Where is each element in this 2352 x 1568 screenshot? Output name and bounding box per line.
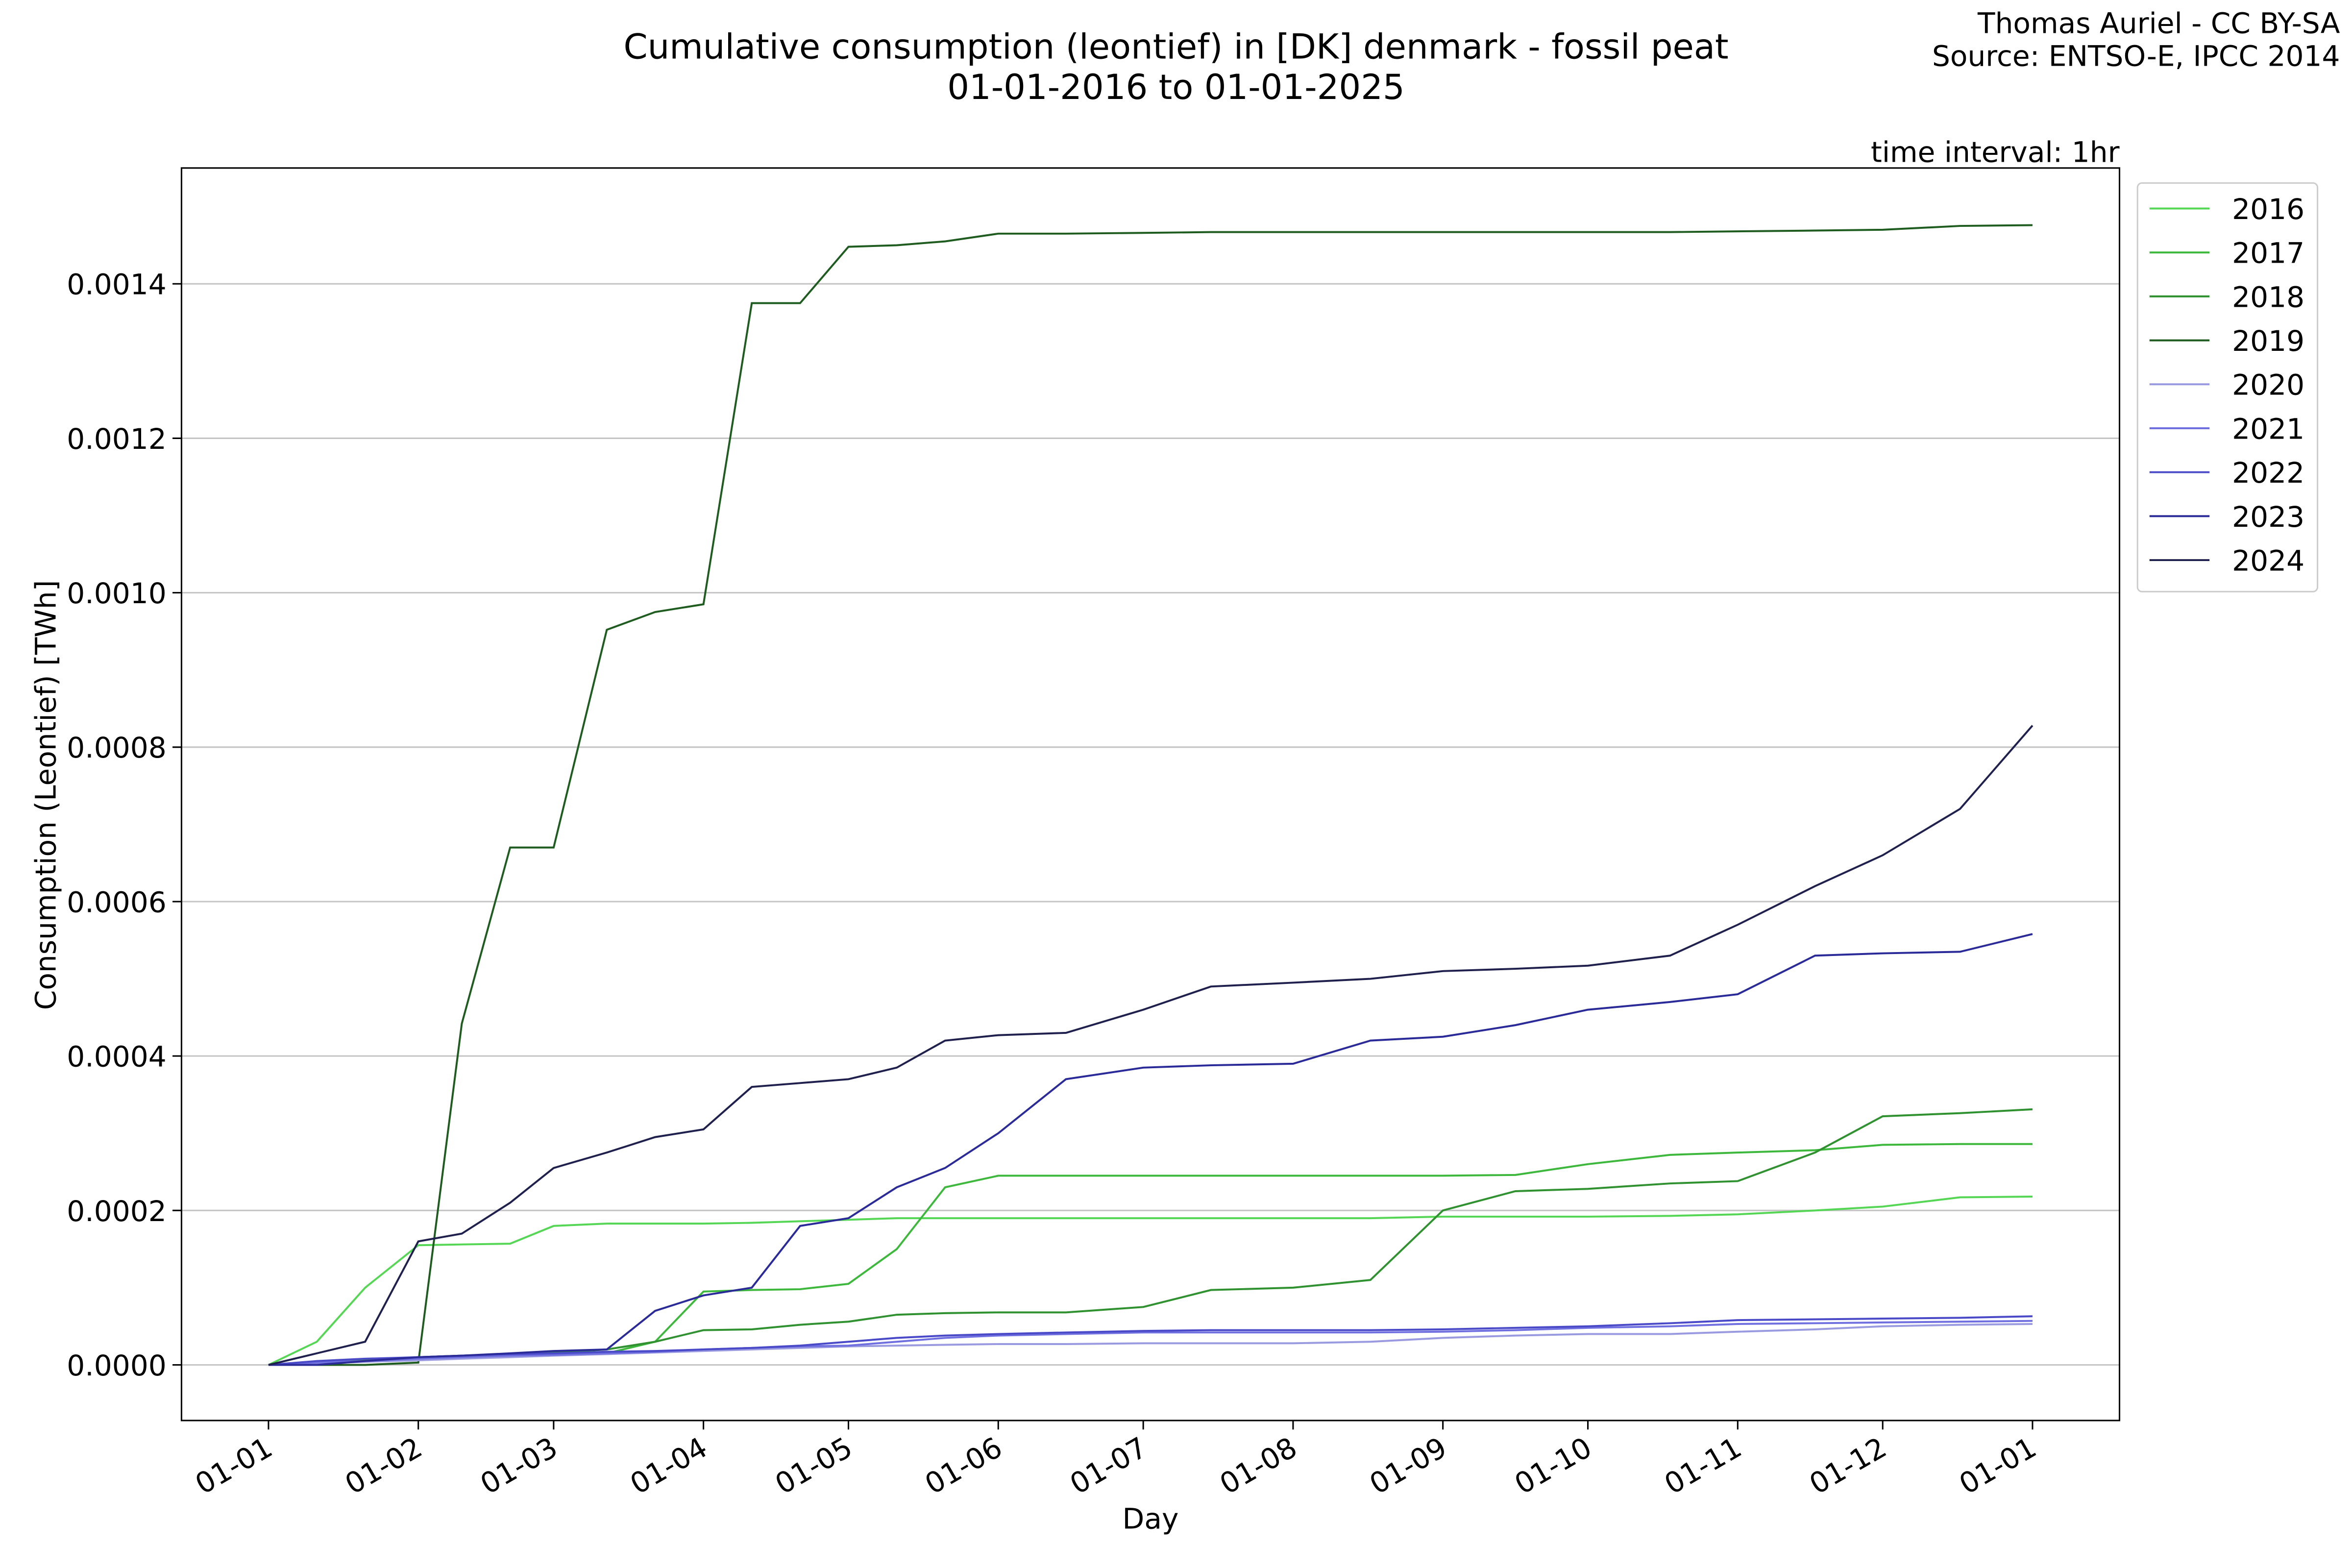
annotation: time interval: 1hr <box>1871 136 2120 169</box>
legend: 2016 2017 2018 2019 2020 2021 2022 2023 2024 <box>2136 182 2319 592</box>
legend-label: 2024 <box>2232 544 2304 577</box>
legend-label: 2020 <box>2232 368 2304 402</box>
chart-title: Cumulative consumption (leontief) in [DK… <box>623 26 1728 67</box>
y-tick-label: 0.0014 <box>67 268 166 301</box>
series-line <box>268 725 2034 1366</box>
credit: Thomas Auriel - CC BY-SA <box>1977 6 2340 40</box>
y-tick-label: 0.0010 <box>67 577 166 610</box>
y-tick-label: 0.0006 <box>67 885 166 919</box>
legend-label: 2017 <box>2232 237 2304 270</box>
legend-box <box>2136 182 2319 592</box>
y-tick-label: 0.0002 <box>67 1195 166 1228</box>
y-tick-label: 0.0008 <box>67 731 166 764</box>
y-tick-label: 0.0000 <box>67 1349 166 1382</box>
axes-frame <box>180 167 2121 1421</box>
legend-label: 2021 <box>2232 412 2304 445</box>
y-tick-label: 0.0004 <box>67 1040 166 1074</box>
legend-label: 2023 <box>2232 500 2304 534</box>
series-line <box>268 1320 2033 1366</box>
y-tick-label: 0.0012 <box>67 422 166 456</box>
legend-label: 2019 <box>2232 324 2304 358</box>
x-axis-label: Day <box>1123 1502 1179 1535</box>
credit: Source: ENTSO-E, IPCC 2014 <box>1932 40 2340 73</box>
chart-subtitle: 01-01-2016 to 01-01-2025 <box>947 67 1405 107</box>
series-line <box>268 1323 2033 1366</box>
series-line <box>268 224 2033 1366</box>
series-line <box>268 933 2033 1366</box>
y-axis-label: Consumption (Leontief) [TWh] <box>29 580 62 1010</box>
series-line <box>268 1195 2033 1366</box>
legend-label: 2018 <box>2232 280 2304 314</box>
legend-label: 2016 <box>2232 193 2304 226</box>
legend-label: 2022 <box>2232 456 2304 490</box>
